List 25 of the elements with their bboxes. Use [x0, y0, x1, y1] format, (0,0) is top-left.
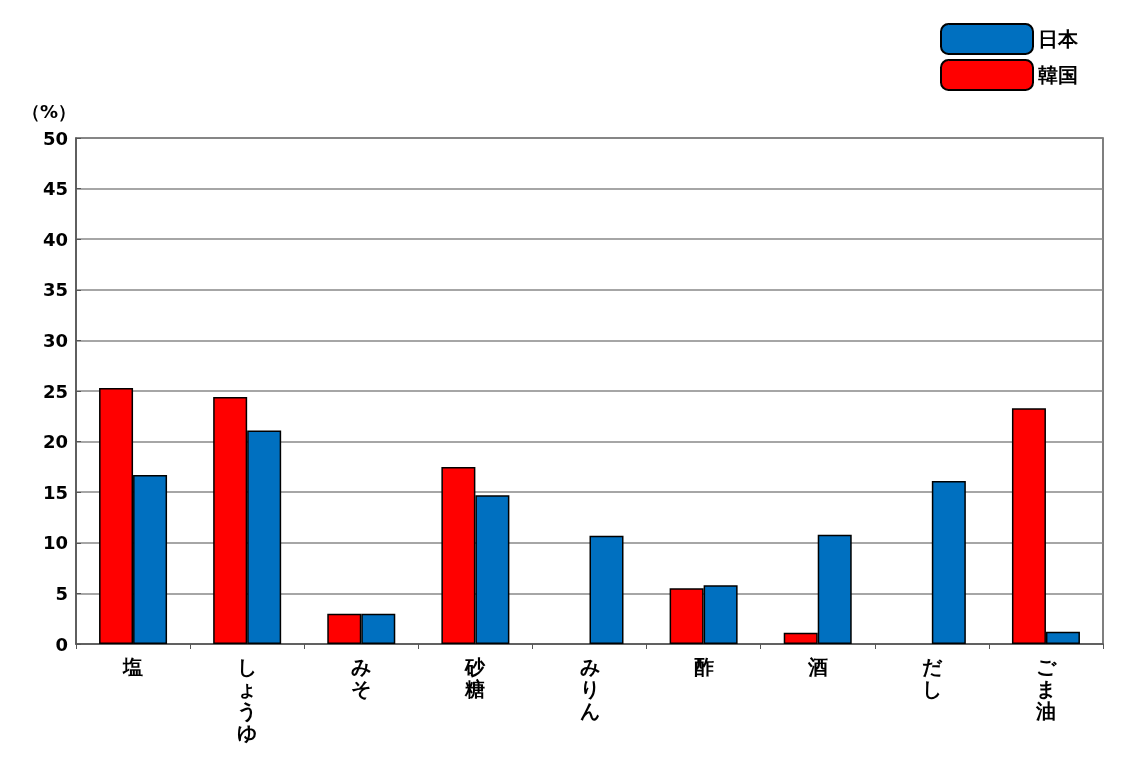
y-tick-label: 5: [55, 582, 68, 604]
legend-label: 韓国: [1038, 63, 1078, 87]
x-tick-label: 塩: [122, 655, 144, 679]
x-tick-label: 酢: [693, 655, 714, 679]
x-tick-label: みそ: [351, 655, 372, 701]
y-tick-label: 25: [42, 380, 68, 402]
x-tick-label: みりん: [579, 655, 600, 723]
x-tick-label: ごま油: [1034, 655, 1057, 723]
y-tick-label: 35: [42, 279, 68, 301]
y-tick-label: 50: [42, 127, 68, 149]
y-axis-title: （%）: [21, 100, 76, 122]
x-tick-label: だし: [921, 655, 943, 701]
bar: [931, 481, 966, 644]
y-tick-label: 15: [42, 481, 68, 503]
y-tick-label: 30: [42, 329, 68, 351]
y-tick-label: 40: [42, 228, 68, 250]
y-tick-label: 10: [42, 532, 68, 554]
y-tick-label: 20: [42, 431, 68, 453]
y-tick-label: 45: [42, 178, 68, 200]
x-tick-label: しょうゆ: [237, 655, 258, 745]
x-tick-label: 酒: [806, 655, 828, 679]
y-tick-label: 0: [55, 633, 68, 655]
legend-label: 日本: [1038, 27, 1079, 51]
x-tick-label: 砂糖: [464, 655, 487, 701]
bar: [589, 535, 624, 644]
